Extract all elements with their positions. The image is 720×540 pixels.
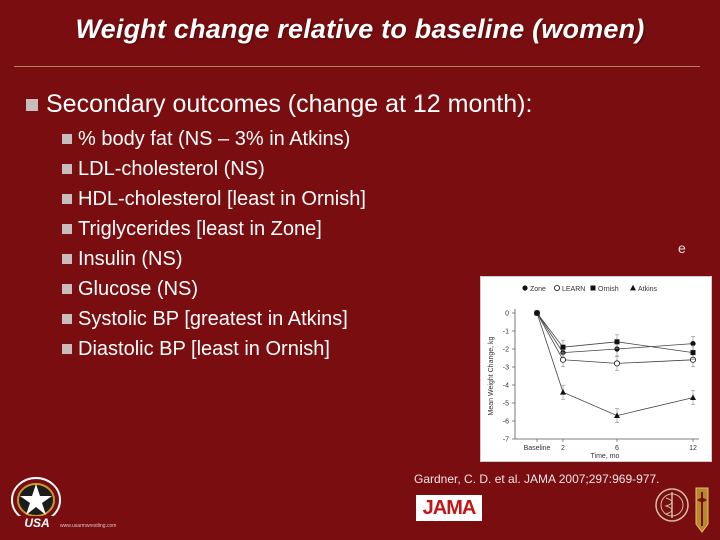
x-axis-label: Time, mo (591, 453, 620, 460)
y-tick-label: -1 (503, 329, 509, 336)
y-tick-label: -3 (503, 365, 509, 372)
legend-label: LEARN (562, 286, 585, 293)
medical-seal-icon (655, 487, 709, 533)
x-tick-label: 2 (561, 445, 565, 452)
usa-logo-url: www.usarmwrestling.com (60, 523, 117, 529)
data-point (534, 309, 540, 316)
series-line (536, 312, 694, 353)
legend-marker (630, 284, 636, 291)
citation: Gardner, C. D. et al. JAMA 2007;297:969-… (414, 472, 660, 486)
sub-bullet: Insulin (NS) (62, 244, 366, 274)
sub-bullet-text: LDL-cholesterol (NS) (78, 157, 265, 180)
data-point (614, 339, 620, 345)
legend-label: Zone (530, 286, 546, 293)
bullet-square-icon (62, 164, 72, 174)
y-tick-label: 0 (505, 311, 509, 318)
title-divider (14, 66, 700, 67)
data-point (560, 344, 566, 350)
series-line (536, 312, 694, 417)
sub-bullet-text: Systolic BP [greatest in Atkins] (78, 307, 348, 330)
x-tick-label: Baseline (524, 445, 551, 452)
sub-bullet: Glucose (NS) (62, 274, 366, 304)
sub-bullet-text: Diastolic BP [least in Ornish] (78, 337, 330, 360)
sub-bullet: LDL-cholesterol (NS) (62, 154, 366, 184)
y-tick-label: -6 (503, 419, 509, 426)
legend-marker (554, 284, 561, 291)
main-bullet-text: Secondary outcomes (change at 12 month): (46, 90, 533, 118)
y-tick-label: -2 (503, 347, 509, 354)
data-point (613, 360, 620, 367)
usa-armwrestling-logo-icon: USA (10, 477, 64, 530)
usa-logo-text: USA (24, 516, 49, 530)
sub-bullet-text: HDL-cholesterol [least in Ornish] (78, 187, 366, 210)
series-line (536, 312, 694, 364)
jama-logo: JAMA (416, 495, 482, 521)
y-tick-label: -7 (503, 437, 509, 444)
bullet-square-icon (62, 134, 72, 144)
data-point (560, 389, 566, 395)
data-point (560, 356, 567, 363)
bullet-square-icon (62, 194, 72, 204)
sub-bullet: Diastolic BP [least in Ornish] (62, 334, 366, 364)
main-bullet: Secondary outcomes (change at 12 month): (26, 90, 532, 119)
legend-label: Ornish (598, 286, 619, 293)
sub-bullet-text: % body fat (NS – 3% in Atkins) (78, 127, 351, 150)
y-tick-label: -4 (503, 383, 509, 390)
data-point (690, 341, 696, 347)
sub-bullet-text: Glucose (NS) (78, 277, 199, 300)
jama-logo-text: JAMA (422, 496, 477, 519)
bullet-square-icon (62, 284, 72, 294)
chart-svg: Zone LEARN Ornish Atkins 0 -1 -2 -3 -4 -5 -6 -7 Base… (488, 284, 699, 460)
sub-bullet: Triglycerides [least in Zone] (62, 214, 366, 244)
x-tick-label: 6 (615, 445, 619, 452)
bullet-square-icon (62, 254, 72, 264)
legend-marker (590, 285, 596, 291)
bullet-square-icon (26, 98, 38, 111)
slide-title: Weight change relative to baseline (wome… (75, 14, 645, 44)
sub-bullet-text: Insulin (NS) (78, 247, 183, 270)
bullet-square-icon (62, 224, 72, 234)
sub-bullet: % body fat (NS – 3% in Atkins) (62, 124, 366, 154)
sub-bullet: Systolic BP [greatest in Atkins] (62, 304, 366, 334)
sub-bullet: HDL-cholesterol [least in Ornish] (62, 184, 366, 214)
y-tick-label: -5 (503, 401, 509, 408)
bullet-square-icon (62, 344, 72, 354)
stray-text: e (678, 240, 686, 256)
sub-bullet-list: % body fat (NS – 3% in Atkins) LDL-chole… (62, 124, 366, 364)
sub-bullet-text: Triglycerides [least in Zone] (78, 217, 322, 240)
series-line (536, 312, 694, 354)
weight-change-chart: Zone LEARN Ornish Atkins 0 -1 -2 -3 -4 -5 -6 -7 Base… (480, 276, 712, 462)
bullet-square-icon (62, 314, 72, 324)
data-point (690, 394, 696, 400)
legend-label: Atkins (638, 286, 658, 293)
data-point (690, 350, 696, 356)
legend-marker (522, 285, 528, 291)
x-tick-label: 12 (689, 445, 697, 452)
y-axis-label: Mean Weight Change, kg (488, 336, 495, 415)
data-point (614, 412, 620, 418)
